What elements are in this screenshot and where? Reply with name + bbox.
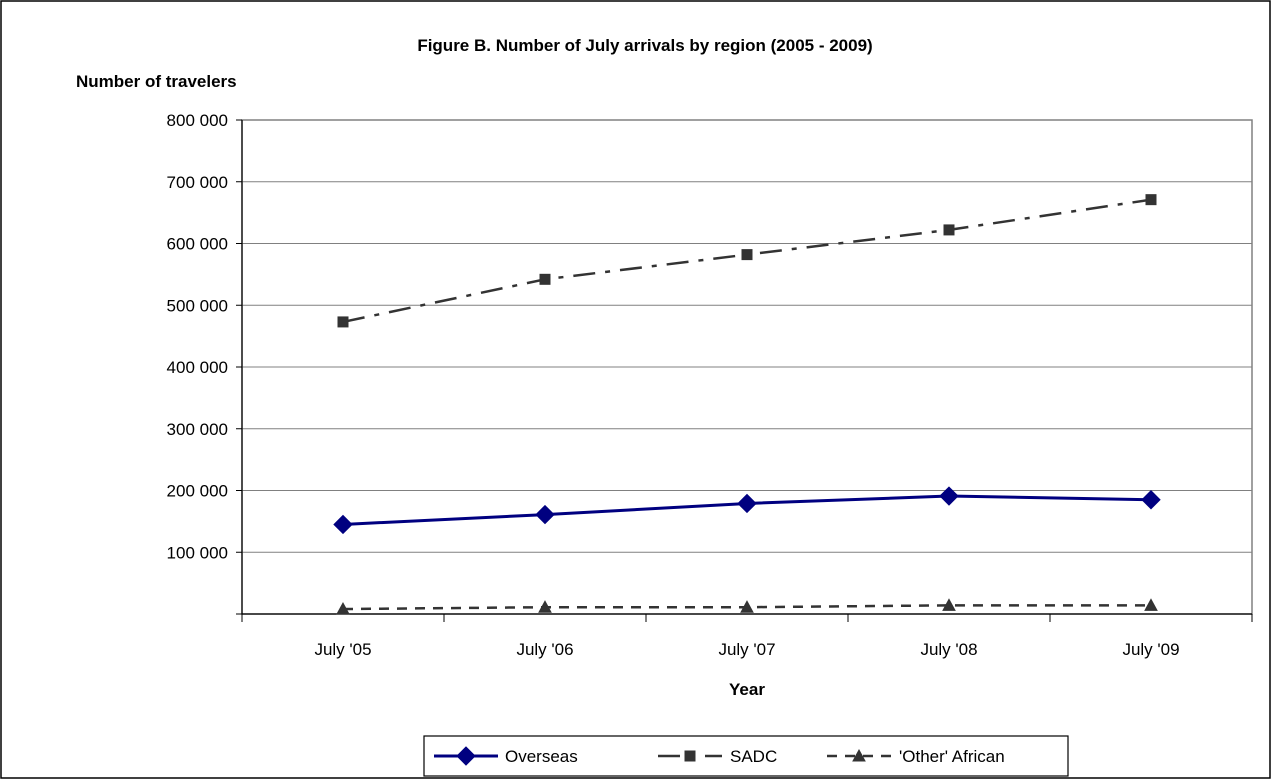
data-point-other-african (740, 600, 754, 613)
series-overseas (333, 486, 1161, 535)
legend-marker-sadc (684, 750, 696, 762)
y-tick-label: 800 000 (167, 111, 228, 130)
y-tick-label: 600 000 (167, 235, 228, 254)
x-tick-label: July '08 (920, 640, 977, 659)
gridlines (242, 181, 1252, 553)
x-tick-label: July '05 (314, 640, 371, 659)
x-tick-label: July '07 (718, 640, 775, 659)
data-point-overseas (535, 504, 555, 525)
y-tick-label: 700 000 (167, 173, 228, 192)
legend-label-other-african: 'Other' African (899, 747, 1005, 766)
series-other-african (336, 598, 1158, 615)
data-point-other-african (538, 600, 552, 613)
y-axis-title: Number of travelers (76, 72, 237, 91)
series-sadc (337, 194, 1157, 328)
data-point-other-african (942, 598, 956, 611)
data-point-overseas (939, 486, 959, 506)
y-tick-label: 100 000 (167, 543, 228, 562)
data-point-sadc (337, 316, 349, 328)
x-tick-label: July '09 (1122, 640, 1179, 659)
chart-title: Figure B. Number of July arrivals by reg… (417, 36, 872, 55)
legend-box (423, 735, 1069, 777)
legend-marker-other-african (852, 748, 866, 762)
legend-marker-overseas (456, 746, 476, 766)
axes (236, 119, 1253, 622)
y-tick-labels: 100 000 200 000 300 000 400 000 500 000 600 0… (167, 111, 228, 562)
y-tick-label: 300 000 (167, 420, 228, 439)
data-point-sadc (741, 249, 753, 261)
x-tick-label: July '06 (516, 640, 573, 659)
data-point-sadc (539, 273, 551, 285)
x-axis-title: Year (729, 680, 765, 699)
legend: Overseas SADC 'Other' African (423, 735, 1069, 777)
y-tick-label: 500 000 (167, 296, 228, 315)
data-point-sadc (1145, 194, 1157, 206)
legend-label-sadc: SADC (730, 747, 777, 766)
y-tick-label: 400 000 (167, 358, 228, 377)
data-point-overseas (1141, 490, 1161, 510)
data-point-overseas (333, 514, 353, 535)
legend-label-overseas: Overseas (505, 747, 578, 766)
data-point-overseas (737, 493, 757, 514)
data-point-other-african (336, 602, 350, 615)
data-point-sadc (943, 224, 955, 236)
series-layer (333, 194, 1161, 615)
x-tick-labels: July '05 July '06 July '07 July '08 July '09 (314, 640, 1179, 659)
y-tick-label: 200 000 (167, 482, 228, 501)
data-point-other-african (1144, 598, 1158, 611)
